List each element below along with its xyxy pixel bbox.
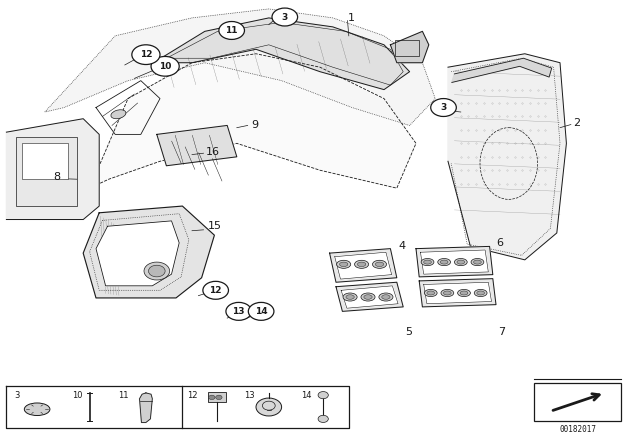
Ellipse shape	[375, 262, 384, 267]
Ellipse shape	[427, 291, 435, 295]
Polygon shape	[341, 286, 398, 308]
Ellipse shape	[346, 295, 355, 299]
Text: 14: 14	[255, 307, 268, 316]
Polygon shape	[424, 282, 492, 304]
Circle shape	[132, 45, 160, 65]
Polygon shape	[390, 31, 429, 63]
Polygon shape	[419, 279, 496, 307]
Ellipse shape	[474, 260, 481, 264]
Text: 13: 13	[244, 391, 255, 400]
Ellipse shape	[381, 295, 390, 299]
Circle shape	[203, 281, 228, 299]
Ellipse shape	[424, 260, 431, 264]
Polygon shape	[452, 58, 552, 82]
Ellipse shape	[111, 110, 126, 119]
Polygon shape	[336, 282, 403, 311]
Polygon shape	[154, 18, 410, 90]
Ellipse shape	[339, 262, 348, 267]
Text: 2: 2	[573, 118, 580, 128]
Ellipse shape	[458, 289, 470, 297]
Text: 4: 4	[399, 241, 406, 250]
Circle shape	[272, 8, 298, 26]
Text: 3: 3	[14, 391, 19, 400]
Ellipse shape	[372, 260, 387, 268]
Text: 15: 15	[208, 221, 222, 231]
Polygon shape	[335, 252, 392, 279]
Polygon shape	[157, 125, 237, 166]
Circle shape	[248, 302, 274, 320]
Circle shape	[318, 415, 328, 422]
Text: 14: 14	[301, 391, 311, 400]
Ellipse shape	[460, 291, 468, 295]
Polygon shape	[6, 119, 99, 220]
Text: 5: 5	[405, 327, 412, 336]
Ellipse shape	[337, 260, 351, 268]
Circle shape	[144, 262, 170, 280]
Polygon shape	[420, 250, 488, 274]
Circle shape	[209, 395, 215, 400]
Text: 12: 12	[209, 286, 222, 295]
Ellipse shape	[355, 260, 369, 268]
Ellipse shape	[424, 289, 437, 297]
Text: 12: 12	[140, 50, 152, 59]
Bar	[22, 143, 68, 179]
Bar	[16, 137, 77, 206]
Ellipse shape	[364, 295, 372, 299]
Circle shape	[148, 265, 165, 277]
Ellipse shape	[343, 293, 357, 301]
Text: 7: 7	[498, 327, 505, 336]
Text: 11: 11	[225, 26, 238, 35]
Polygon shape	[416, 246, 493, 277]
Ellipse shape	[457, 260, 465, 264]
Text: 00182017: 00182017	[559, 425, 596, 434]
Bar	[208, 392, 226, 402]
Text: 12: 12	[188, 391, 198, 400]
Ellipse shape	[379, 293, 393, 301]
Circle shape	[256, 398, 282, 416]
Ellipse shape	[24, 403, 50, 416]
Ellipse shape	[444, 291, 451, 295]
Text: 13: 13	[232, 307, 245, 316]
Circle shape	[216, 395, 222, 400]
Text: 9: 9	[252, 120, 259, 129]
Ellipse shape	[441, 289, 454, 297]
Circle shape	[151, 56, 179, 76]
Ellipse shape	[438, 258, 451, 266]
Polygon shape	[448, 54, 566, 260]
Text: 1: 1	[348, 13, 355, 23]
Polygon shape	[83, 206, 214, 298]
Polygon shape	[140, 393, 152, 422]
Polygon shape	[96, 221, 179, 286]
Ellipse shape	[471, 258, 484, 266]
Ellipse shape	[440, 260, 448, 264]
Polygon shape	[45, 9, 435, 125]
Circle shape	[219, 22, 244, 39]
Bar	[534, 383, 621, 421]
Text: 10: 10	[72, 391, 83, 400]
Ellipse shape	[361, 293, 375, 301]
Text: 10: 10	[159, 62, 172, 71]
Text: 16: 16	[206, 147, 220, 157]
Bar	[395, 40, 419, 56]
Text: 3: 3	[440, 103, 447, 112]
Ellipse shape	[454, 258, 467, 266]
Text: 3: 3	[282, 13, 288, 22]
Polygon shape	[330, 249, 397, 282]
Ellipse shape	[357, 262, 366, 267]
Ellipse shape	[477, 291, 484, 295]
Ellipse shape	[421, 258, 434, 266]
Ellipse shape	[474, 289, 487, 297]
Circle shape	[431, 99, 456, 116]
Circle shape	[226, 302, 252, 320]
Circle shape	[318, 392, 328, 399]
Polygon shape	[90, 54, 416, 188]
Text: 8: 8	[53, 172, 60, 182]
Text: 11: 11	[118, 391, 129, 400]
Text: 6: 6	[496, 238, 503, 248]
